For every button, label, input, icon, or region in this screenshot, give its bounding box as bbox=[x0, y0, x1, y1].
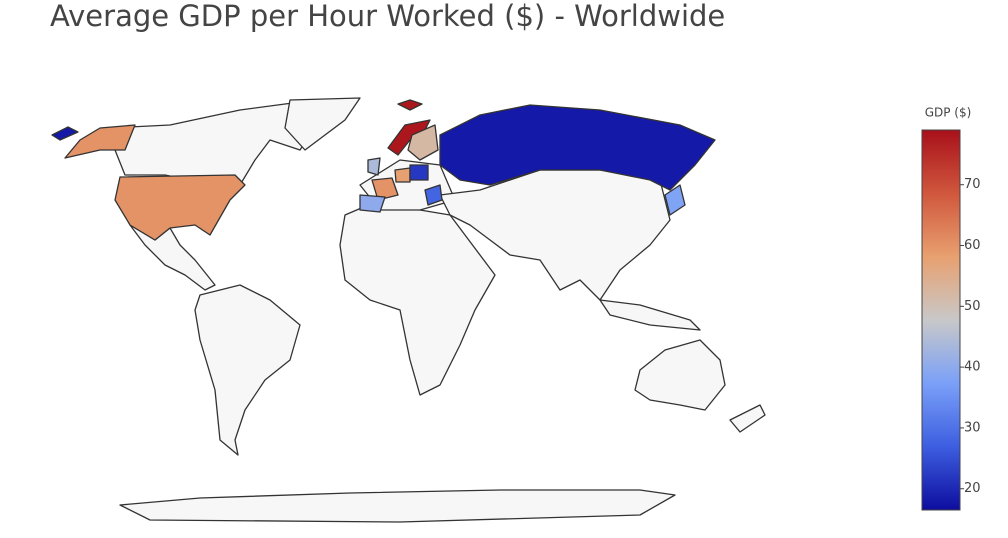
land bbox=[339, 199, 496, 396]
country bbox=[64, 124, 136, 159]
country bbox=[367, 157, 381, 176]
land bbox=[119, 489, 676, 523]
country bbox=[394, 167, 411, 183]
land bbox=[194, 284, 301, 456]
country bbox=[114, 174, 246, 241]
country bbox=[371, 177, 399, 201]
country bbox=[51, 126, 79, 141]
country bbox=[424, 184, 443, 206]
chart-title: Average GDP per Hour Worked ($) - Worldw… bbox=[50, 0, 725, 33]
colorbar bbox=[921, 129, 961, 511]
colorbar-tick-label: 60 bbox=[964, 238, 981, 253]
colorbar-tick-label: 40 bbox=[964, 360, 981, 375]
regions bbox=[51, 99, 716, 241]
colorbar-tick-label: 30 bbox=[964, 420, 981, 435]
land bbox=[599, 299, 701, 331]
land bbox=[634, 339, 726, 411]
land bbox=[284, 97, 361, 151]
country bbox=[409, 164, 429, 181]
country bbox=[407, 124, 439, 161]
land bbox=[729, 404, 766, 433]
country bbox=[664, 184, 686, 216]
colorbar-tick-label: 50 bbox=[964, 299, 981, 314]
country bbox=[359, 194, 386, 213]
country bbox=[439, 104, 716, 191]
colorbar-title: GDP ($) bbox=[925, 106, 972, 120]
country bbox=[397, 99, 423, 111]
colorbar-tick-label: 20 bbox=[964, 481, 981, 496]
colorbar-tick-label: 70 bbox=[964, 177, 981, 192]
land bbox=[129, 224, 216, 291]
land bbox=[109, 101, 331, 186]
